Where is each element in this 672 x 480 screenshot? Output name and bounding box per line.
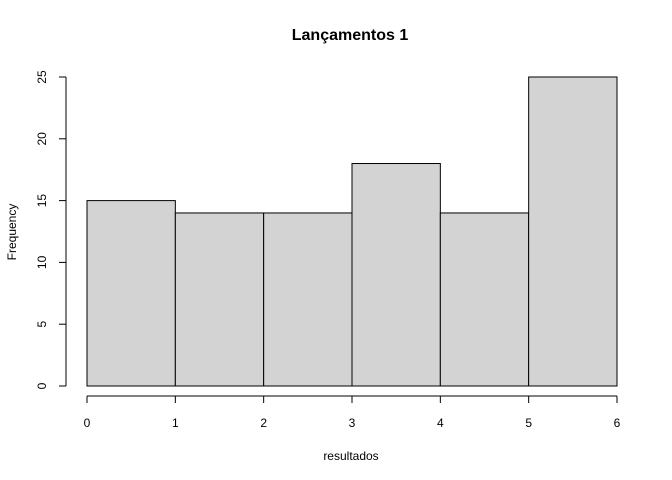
histogram-bar [351,163,441,387]
histogram-bar [439,212,530,387]
histogram-bar [263,212,353,387]
histogram-bar [528,76,618,387]
x-axis: 0 1 2 3 4 5 6 [84,395,621,430]
chart-title: Lançamentos 1 [292,27,409,44]
x-tick-label: 5 [525,416,532,430]
histogram-bar [174,212,265,387]
y-tick-label: 10 [35,255,49,269]
x-tick-label: 0 [84,416,91,430]
x-tick-label: 2 [260,416,267,430]
y-tick-label: 25 [35,70,49,84]
bars-group [86,76,618,387]
y-axis: 0 5 10 15 20 25 [35,70,67,389]
histogram-bar [86,200,176,387]
y-tick-label: 5 [35,321,49,328]
y-tick-label: 20 [35,132,49,146]
x-tick-label: 3 [349,416,356,430]
y-tick-label: 0 [35,382,49,389]
x-tick-label: 4 [437,416,444,430]
x-tick-label: 6 [614,416,621,430]
x-tick-label: 1 [172,416,179,430]
y-tick-label: 15 [35,194,49,208]
y-axis-label: Frequency [5,204,19,261]
x-axis-label: resultados [323,449,378,463]
